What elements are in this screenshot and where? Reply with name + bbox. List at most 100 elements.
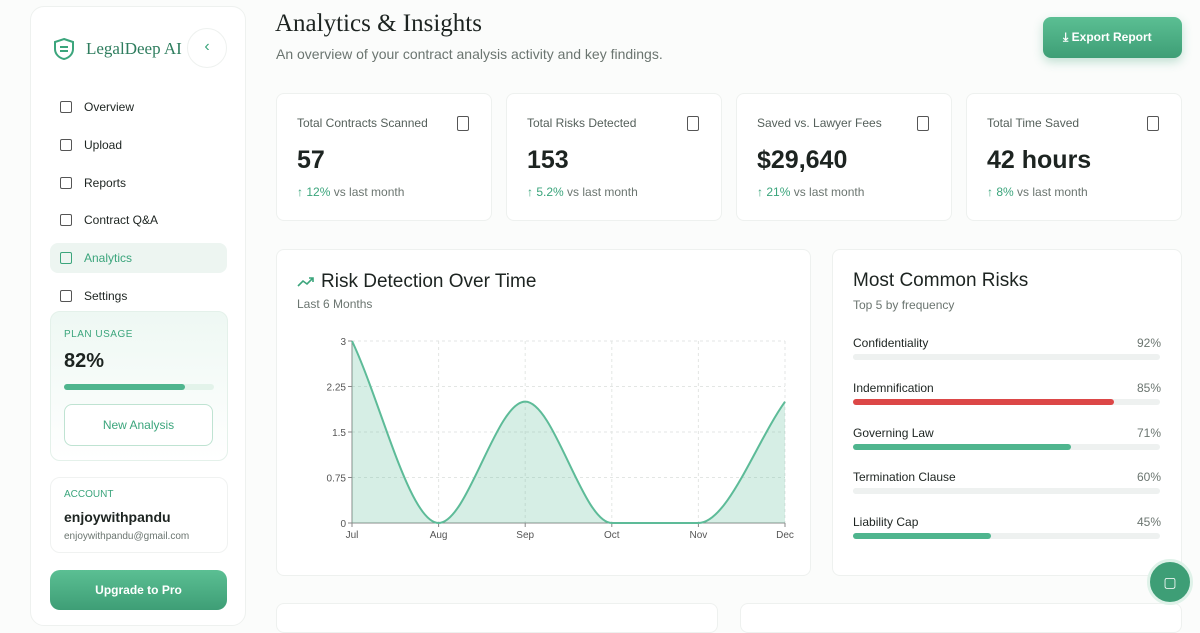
sidebar: LegalDeep AI ‹ Overview Upload Reports Cont… [30,6,246,626]
stat-card: Total Risks Detected 153 ↑ 5.2% vs last mo… [506,93,722,221]
stat-title: Saved vs. Lawyer Fees [757,116,882,130]
change-suffix: vs last month [567,185,638,199]
new-analysis-button[interactable]: New Analysis [64,404,213,446]
risk-label: Indemnification [853,380,934,395]
stat-icon [687,116,699,131]
change-suffix: vs last month [793,185,865,199]
stat-change: ↑ 5.2% vs last month [527,185,638,199]
page-subtitle: An overview of your contract analysis ac… [276,46,663,62]
y-tick-label: 3 [340,337,346,348]
stat-icon [917,116,929,131]
stat-card: Total Time Saved 42 hours ↑ 8% vs last mon… [966,93,1182,221]
risk-track [853,398,1160,405]
nav-icon [60,290,72,302]
stat-value: 42 hours [987,146,1092,174]
chat-button[interactable]: ▢ [1147,559,1193,605]
x-tick-label: Dec [776,530,794,541]
nav-item[interactable]: Reports [50,168,227,198]
stat-value: $29,640 [757,146,848,174]
trend-icon [297,277,314,287]
export-button[interactable]: ⤓ Export Report [1043,17,1182,58]
y-tick-label: 0 [340,519,346,530]
x-tick-label: Oct [604,530,620,541]
up-arrow: ↑ [527,185,537,199]
risks-title: Most Common Risks [853,270,1029,291]
risks-subtitle: Top 5 by frequency [853,298,955,312]
area-line [351,340,786,525]
risk-value: 92% [1136,336,1161,350]
risk-label: Confidentiality [853,336,929,350]
stat-change: ↑ 21% vs last month [757,185,864,199]
change-value: 8% [996,185,1014,199]
nav-item[interactable]: Analytics [50,243,227,274]
risk-bar [853,398,1114,405]
plan-value: 82% [64,350,105,372]
y-tick-label: 0.75 [327,474,347,485]
upgrade-button[interactable]: Upgrade to Pro [50,570,227,610]
nav-item[interactable]: Overview [50,92,227,122]
nav-icon [60,176,72,189]
nav-label: Settings [84,289,128,303]
brand-name: LegalDeep AI [86,39,182,58]
y-tick-label: 2.25 [327,383,347,394]
collapse-button[interactable]: ‹ [187,28,227,68]
nav-label: Reports [84,175,127,190]
risk-bar [853,443,1071,450]
x-tick-label: Aug [430,530,448,541]
nav-icon [60,101,72,113]
stat-icon [457,116,469,131]
stat-title: Total Contracts Scanned [297,116,428,130]
risk-track [853,443,1160,450]
risk-label: Liability Cap [853,515,919,530]
risk-track [853,533,1160,540]
risk-label: Governing Law [853,425,934,440]
stat-change: ↑ 12% vs last month [297,185,404,199]
stat-card: Total Contracts Scanned 57 ↑ 12% vs last m… [276,93,492,221]
stat-icon [1147,116,1159,131]
nav-item[interactable]: Contract Q&A [50,205,227,235]
up-arrow: ↑ [297,185,307,199]
plan-label: PLAN USAGE [64,329,133,340]
risk-bar [853,533,992,540]
change-suffix: vs last month [333,185,405,199]
nav-label: Analytics [84,251,133,266]
risk-value: 85% [1136,380,1161,395]
x-tick-label: Jul [346,530,359,541]
nav-item[interactable]: Settings [50,281,227,311]
change-value: 5.2% [536,185,564,199]
nav-label: Overview [84,100,135,114]
nav-icon [60,252,72,265]
page-title: Analytics & Insights [275,10,482,37]
stat-title: Total Risks Detected [527,116,637,130]
nav-icon [60,138,72,151]
account-card: ACCOUNT enjoywithpandu enjoywithpandu@gm… [50,477,228,553]
stat-value: 57 [297,146,325,174]
stat-title: Total Time Saved [987,116,1080,130]
risk-bar [853,488,1038,495]
chart-title: Risk Detection Over Time [321,271,536,292]
nav-item[interactable]: Upload [50,130,227,160]
risk-value: 60% [1136,470,1161,485]
plan-bar [64,384,185,390]
account-name: enjoywithpandu [64,509,171,525]
x-tick-label: Sep [516,530,534,541]
account-email: enjoywithpandu@gmail.com [64,531,190,542]
risk-track [853,488,1160,495]
brand-logo [54,37,74,61]
change-value: 12% [306,185,331,199]
risk-track [853,354,1160,360]
nav-icon [60,214,72,227]
risk-value: 71% [1136,425,1161,440]
chart-card [276,249,811,576]
export-label: Export Report [1071,30,1152,44]
plan-track [64,384,214,390]
lower-card [276,603,718,633]
change-value: 21% [766,185,791,199]
chart: Risk Detection Over Time Last 6 Months 0 0.… [297,271,794,541]
stat-change: ↑ 8% vs last month [987,185,1088,199]
y-tick-label: 1.5 [332,428,346,439]
page: LegalDeep AI ‹ Overview Upload Reports Cont… [30,6,1193,633]
risks-card: Most Common Risks Top 5 by frequency Con… [832,249,1182,576]
risk-label: Termination Clause [853,470,956,485]
lower-card [740,603,1182,633]
